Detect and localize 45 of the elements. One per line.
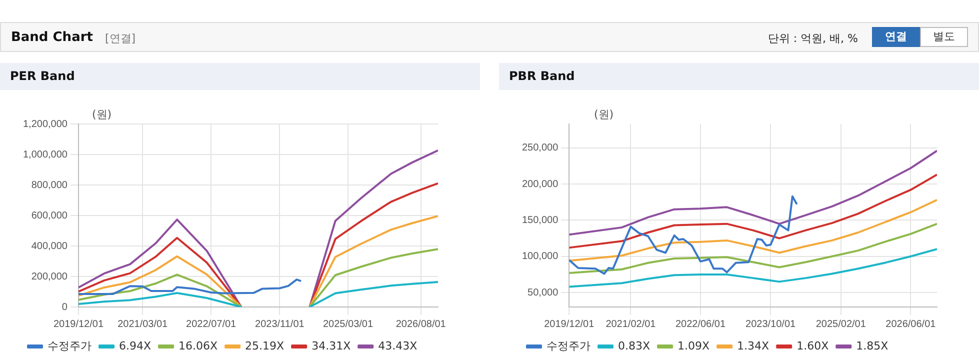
x-tick-label: 2025/02/01: [816, 318, 866, 330]
y-tick-label: 0: [62, 302, 68, 313]
x-tick-label: 2022/07/01: [186, 318, 237, 330]
legend-label: 1.09X: [678, 339, 710, 352]
y-tick-label: 1,200,000: [22, 118, 68, 130]
legend-label: 1.34X: [737, 339, 770, 352]
legend-label: 수정주가: [546, 339, 590, 352]
legend-label: 16.06X: [178, 339, 218, 352]
x-tick-label: 2025/03/01: [322, 318, 374, 330]
x-tick-label: 2021/02/01: [606, 318, 656, 330]
text: Band Chart: [11, 30, 93, 45]
chart-title: PBR Band: [499, 63, 979, 90]
text: [연결]: [105, 31, 136, 46]
x-tick-label: 2021/03/01: [118, 318, 168, 330]
legend-label: 25.19X: [245, 339, 285, 352]
y-tick-label: 1,000,000: [22, 149, 68, 160]
legend-label: 34.31X: [312, 339, 352, 352]
text: 별도: [920, 27, 968, 47]
x-tick-label: 2023/10/01: [746, 318, 796, 330]
x-tick-label: 2022/06/01: [675, 318, 726, 330]
x-tick-label: 2026/06/01: [886, 318, 936, 330]
y-tick-label: 50,000: [528, 287, 559, 298]
y-tick-label: 200,000: [522, 178, 559, 190]
y-tick-label: 250,000: [522, 142, 559, 154]
x-tick-label: 2019/12/01: [53, 318, 104, 330]
x-tick-label: 2026/08/01: [396, 318, 446, 330]
legend-label: 6.94X: [119, 339, 152, 352]
y-tick-label: 150,000: [522, 214, 559, 226]
y-tick-label: 100,000: [522, 251, 559, 262]
x-tick-label: 2023/11/01: [255, 318, 305, 330]
y-axis-title: (원): [92, 107, 112, 122]
y-tick-label: 800,000: [31, 180, 68, 191]
y-tick-label: 200,000: [31, 271, 68, 282]
x-tick-label: 2019/12/01: [544, 318, 595, 330]
legend-label: 43.43X: [378, 339, 418, 352]
chart-title: PER Band: [0, 63, 480, 90]
text: 단위 : 억원, 배, %: [768, 31, 858, 46]
y-tick-label: 400,000: [31, 240, 68, 252]
legend-label: 0.83X: [618, 339, 650, 352]
legend-label: 수정주가: [48, 339, 92, 352]
legend-label: 1.60X: [796, 339, 830, 352]
y-axis-title: (원): [594, 107, 614, 122]
text: 연결: [872, 27, 920, 47]
legend-label: 1.85X: [856, 339, 889, 352]
y-tick-label: 600,000: [31, 210, 68, 222]
